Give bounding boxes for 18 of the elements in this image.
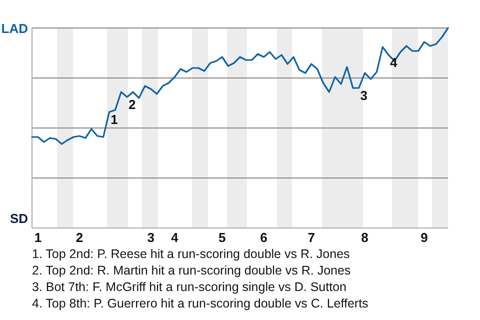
annotation: 1 <box>110 112 118 127</box>
x-tick-label: 3 <box>147 230 154 245</box>
text: LAD <box>1 21 28 36</box>
annotation: 2 <box>128 97 136 112</box>
annotation: 3 <box>360 88 368 103</box>
text: 1. Top 2nd: P. Reese hit a run-scoring double vs R. Jones <box>32 247 350 261</box>
x-tick-label: 2 <box>76 230 84 245</box>
x-tick-label: 8 <box>361 230 368 245</box>
x-tick-label: 5 <box>218 230 226 245</box>
x-tick-label: 1 <box>34 230 42 245</box>
text: 2. Top 2nd: R. Martin hit a run-scoring double vs R. Jones <box>32 264 351 278</box>
x-tick-label: 9 <box>420 230 428 245</box>
text: 3. Bot 7th: F. McGriff hit a run-scoring single vs D. Sutton <box>32 280 347 294</box>
x-tick-label: 6 <box>260 230 268 245</box>
text: SD <box>10 211 28 226</box>
text: 4. Top 8th: P. Guerrero hit a run-scoring double vs C. Lefferts <box>32 296 368 310</box>
x-tick-label: 4 <box>171 230 180 245</box>
x-tick-label: 7 <box>308 230 315 245</box>
